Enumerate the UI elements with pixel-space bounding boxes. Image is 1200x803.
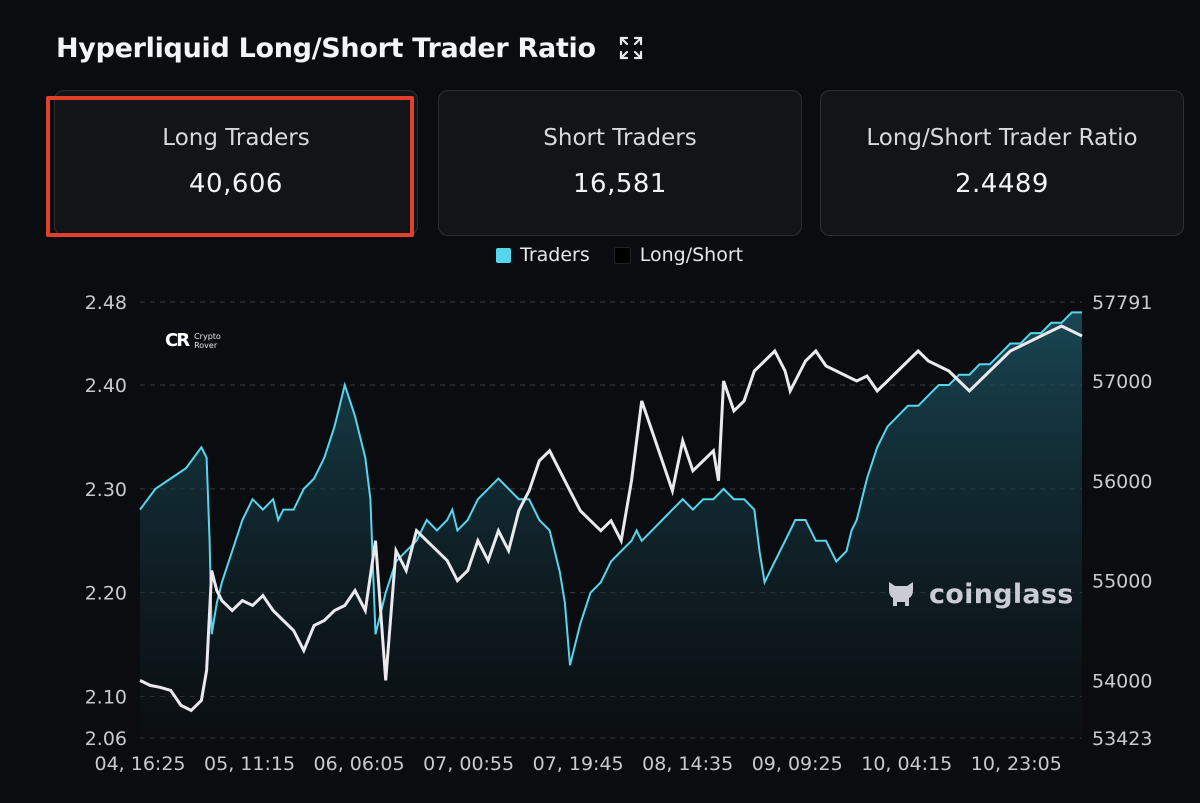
- legend-label: Traders: [520, 244, 590, 266]
- x-tick-label: 05, 11:15: [204, 753, 295, 775]
- chart-legend: Traders Long/Short: [496, 244, 767, 266]
- header: Hyperliquid Long/Short Trader Ratio: [56, 26, 644, 70]
- highlight-box: [46, 96, 414, 237]
- x-tick-label: 09, 09:25: [752, 753, 843, 775]
- legend-item-traders[interactable]: Traders: [496, 244, 590, 266]
- x-tick-label: 07, 00:55: [423, 753, 514, 775]
- traders-line: [139, 311, 1082, 666]
- y-right-tick-label: 57000: [1092, 371, 1152, 393]
- x-tick-label: 04, 16:25: [94, 753, 185, 775]
- crypto-rover-text: Crypto Rover: [194, 331, 221, 350]
- y-axis-right: 57791 57000 56000 55000 54000 53423: [1092, 292, 1152, 750]
- long-traders-card: Long Traders 40,606: [54, 90, 418, 236]
- card-value: 2.4489: [955, 169, 1049, 199]
- y-right-tick-label: 56000: [1092, 471, 1152, 493]
- y-right-tick-label: 54000: [1092, 670, 1152, 692]
- page-title: Hyperliquid Long/Short Trader Ratio: [56, 32, 596, 64]
- coinglass-text: coinglass: [929, 578, 1074, 610]
- card-value: 16,581: [573, 169, 667, 199]
- y-left-tick-label: 2.20: [85, 583, 127, 605]
- card-value: 40,606: [189, 169, 283, 199]
- crypto-rover-logo: CR Crypto Rover: [165, 330, 221, 351]
- y-left-tick-label: 2.06: [85, 728, 127, 750]
- legend-label: Long/Short: [639, 244, 744, 266]
- y-left-tick-label: 2.40: [85, 375, 127, 397]
- card-label: Long/Short Trader Ratio: [866, 125, 1138, 151]
- x-tick-label: 10, 04:15: [861, 753, 952, 775]
- y-right-tick-label: 53423: [1092, 728, 1152, 750]
- legend-swatch: [496, 247, 511, 263]
- stats-cards: Long Traders 40,606 Short Traders 16,581…: [54, 90, 1184, 236]
- card-label: Short Traders: [543, 125, 697, 151]
- coinglass-logo-icon: [889, 582, 913, 606]
- short-traders-card: Short Traders 16,581: [438, 90, 802, 236]
- legend-swatch: [613, 246, 631, 264]
- y-left-tick-label: 2.10: [85, 686, 127, 708]
- x-tick-label: 07, 19:45: [533, 753, 624, 775]
- y-axis-left: 2.48 2.40 2.30 2.20 2.10 2.06: [85, 292, 127, 750]
- y-right-tick-label: 57791: [1092, 292, 1152, 314]
- y-left-tick-label: 2.48: [85, 292, 127, 314]
- coinglass-watermark: coinglass: [883, 576, 1074, 612]
- x-tick-label: 10, 23:05: [971, 753, 1062, 775]
- traders-area: [140, 312, 1082, 738]
- x-axis: 04, 16:25 05, 11:15 06, 06:05 07, 00:55 07, …: [94, 753, 1061, 775]
- long-short-line: [139, 324, 1083, 713]
- y-right-tick-label: 55000: [1092, 571, 1152, 593]
- ratio-card: Long/Short Trader Ratio 2.4489: [820, 90, 1184, 236]
- x-tick-label: 08, 14:35: [642, 753, 733, 775]
- y-left-tick-label: 2.30: [85, 479, 127, 501]
- x-tick-label: 06, 06:05: [314, 753, 405, 775]
- crypto-rover-mark: CR: [165, 330, 190, 351]
- card-label: Long Traders: [162, 125, 310, 151]
- legend-item-long-short[interactable]: Long/Short: [613, 244, 744, 266]
- expand-icon[interactable]: [618, 35, 644, 61]
